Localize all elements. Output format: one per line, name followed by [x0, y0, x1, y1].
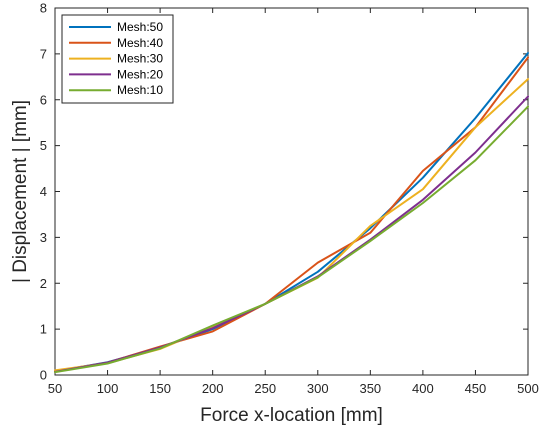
x-tick-label: 250: [254, 381, 276, 396]
legend-label: Mesh:30: [117, 52, 163, 66]
x-tick-label: 300: [307, 381, 329, 396]
y-tick-label: 7: [40, 46, 47, 61]
x-tick-label: 500: [517, 381, 539, 396]
y-tick-label: 4: [40, 184, 47, 199]
x-tick-label: 50: [48, 381, 62, 396]
y-tick-label: 5: [40, 138, 47, 153]
series-line-mesh-10: [54, 105, 529, 374]
legend-label: Mesh:10: [117, 83, 163, 97]
x-tick-label: 350: [359, 381, 381, 396]
y-tick-label: 0: [40, 368, 47, 383]
y-axis-title: | Displacement | [mm]: [10, 100, 31, 283]
legend-label: Mesh:40: [117, 36, 163, 50]
legend-label: Mesh:50: [117, 20, 163, 34]
x-axis-title: Force x-location [mm]: [200, 405, 383, 426]
y-tick-label: 2: [40, 276, 47, 291]
y-tick-label: 6: [40, 92, 47, 107]
x-tick-label: 150: [149, 381, 171, 396]
x-tick-label: 400: [412, 381, 434, 396]
legend-label: Mesh:20: [117, 67, 163, 81]
x-tick-label: 450: [465, 381, 487, 396]
y-axis: 0 1 2 3 4 5 6 7 8: [40, 1, 528, 383]
x-tick-label: 100: [97, 381, 119, 396]
x-axis: 50 100 150 200 250 300 350 400 450 500: [48, 8, 539, 396]
y-tick-label: 1: [40, 322, 47, 337]
y-tick-label: 3: [40, 230, 47, 245]
y-tick-label: 8: [40, 1, 47, 16]
x-tick-label: 200: [202, 381, 224, 396]
series-lines: [54, 52, 529, 374]
legend-box: [61, 14, 174, 104]
